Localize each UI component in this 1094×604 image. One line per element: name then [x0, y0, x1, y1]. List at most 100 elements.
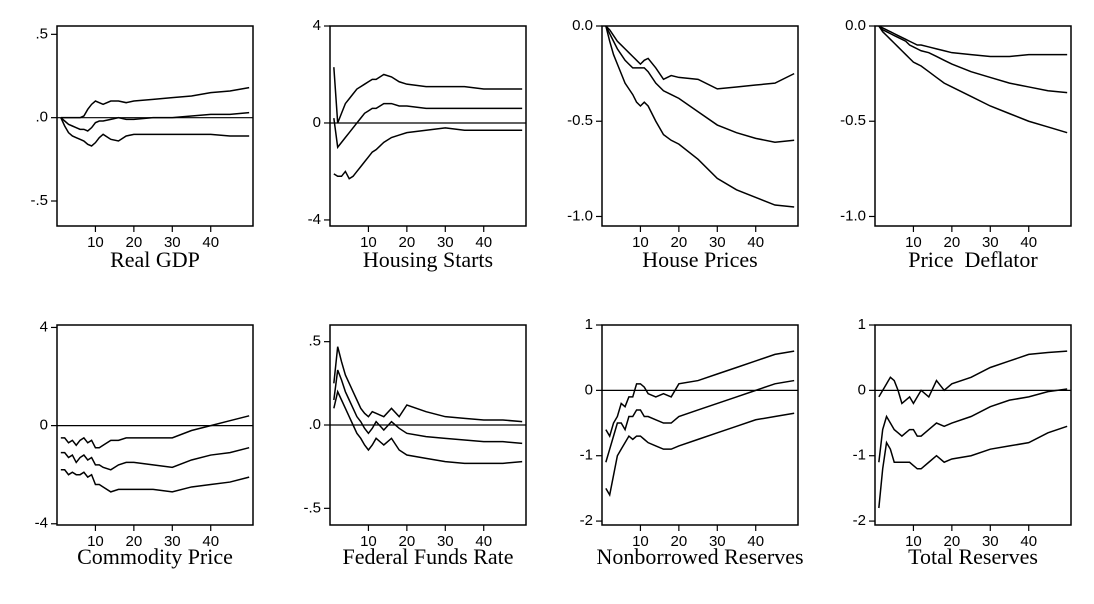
series-line	[605, 26, 795, 90]
y-tick-label: -1.0	[567, 207, 593, 224]
y-tick-label: 0	[585, 381, 593, 398]
y-tick-label: -.5	[303, 499, 321, 516]
series-line	[333, 389, 523, 465]
series-line	[333, 102, 523, 150]
x-tick-label: 40	[202, 234, 219, 251]
y-tick-label: .5	[308, 333, 321, 350]
x-tick-label: 10	[360, 533, 377, 550]
series-line	[333, 369, 523, 445]
plot-frame	[874, 324, 1072, 526]
x-tick-label: 40	[1020, 234, 1037, 251]
x-tick-label: 10	[632, 234, 649, 251]
series-line	[333, 67, 523, 124]
x-tick-label: 30	[982, 234, 999, 251]
x-tick-label: 10	[87, 234, 104, 251]
x-tick-label: 20	[126, 234, 143, 251]
chart-title: House Prices	[642, 247, 757, 272]
x-tick-label: 10	[360, 234, 377, 251]
series-line	[878, 26, 1068, 94]
plot-frame	[329, 25, 527, 227]
x-tick-label: 20	[399, 234, 416, 251]
y-tick-label: -.5	[30, 192, 48, 209]
x-tick-label: 40	[747, 533, 764, 550]
plot-frame	[601, 25, 799, 227]
series-line	[605, 26, 795, 208]
y-tick-label: 4	[40, 318, 48, 335]
x-tick-label: 30	[982, 533, 999, 550]
series-line	[60, 111, 250, 132]
series-line	[878, 26, 1068, 58]
chart-title: Federal Funds Rate	[342, 544, 513, 569]
y-tick-label: -0.5	[840, 112, 866, 129]
series-line	[60, 469, 250, 493]
y-tick-label: 1	[585, 316, 593, 333]
x-tick-label: 20	[126, 533, 143, 550]
series-line	[60, 415, 250, 449]
chart-title: Price Deflator	[908, 247, 1038, 272]
x-tick-label: 30	[709, 234, 726, 251]
y-tick-label: -1	[580, 447, 593, 464]
x-tick-label: 10	[905, 234, 922, 251]
x-tick-label: 30	[437, 234, 454, 251]
chart-title: Real GDP	[110, 247, 200, 272]
series-line	[605, 350, 795, 438]
y-tick-label: 4	[313, 17, 321, 34]
chart-title: Total Reserves	[908, 544, 1038, 569]
x-tick-label: 40	[1020, 533, 1037, 550]
y-tick-label: 1	[858, 316, 866, 333]
y-tick-label: 0.0	[845, 17, 866, 34]
x-tick-label: 20	[399, 533, 416, 550]
x-tick-label: 20	[671, 533, 688, 550]
y-tick-label: 0	[313, 114, 321, 131]
x-tick-label: 20	[944, 533, 961, 550]
x-tick-label: 30	[164, 533, 181, 550]
y-tick-label: 0	[40, 417, 48, 434]
x-tick-label: 40	[747, 234, 764, 251]
y-tick-label: -4	[308, 211, 321, 228]
x-tick-label: 30	[709, 533, 726, 550]
y-tick-label: -1	[853, 447, 866, 464]
series-line	[333, 127, 523, 180]
x-tick-label: 40	[475, 533, 492, 550]
series-line	[605, 412, 795, 498]
x-tick-label: 40	[202, 533, 219, 550]
series-line	[878, 425, 1068, 509]
series-line	[60, 86, 250, 119]
x-tick-label: 20	[944, 234, 961, 251]
series-line	[60, 446, 250, 471]
chart-title: Nonborrowed Reserves	[596, 544, 803, 569]
y-tick-label: -0.5	[567, 112, 593, 129]
plot-frame	[56, 25, 254, 227]
y-tick-label: 0	[858, 381, 866, 398]
x-tick-label: 20	[671, 234, 688, 251]
series-line	[605, 26, 795, 143]
series-line	[878, 388, 1068, 463]
x-tick-label: 40	[475, 234, 492, 251]
chart-title: Commodity Price	[77, 544, 233, 569]
y-tick-label: .0	[308, 416, 321, 433]
y-tick-label: .5	[35, 25, 48, 42]
x-tick-label: 10	[905, 533, 922, 550]
series-line	[60, 117, 250, 147]
x-tick-label: 10	[632, 533, 649, 550]
x-tick-label: 10	[87, 533, 104, 550]
series-line	[878, 350, 1068, 405]
y-tick-label: -1.0	[840, 207, 866, 224]
x-tick-label: 30	[437, 533, 454, 550]
y-tick-label: -2	[580, 512, 593, 529]
y-tick-label: .0	[35, 109, 48, 126]
chart-title: Housing Starts	[363, 247, 493, 272]
y-tick-label: -2	[853, 512, 866, 529]
plot-frame	[874, 25, 1072, 227]
series-line	[333, 346, 523, 423]
